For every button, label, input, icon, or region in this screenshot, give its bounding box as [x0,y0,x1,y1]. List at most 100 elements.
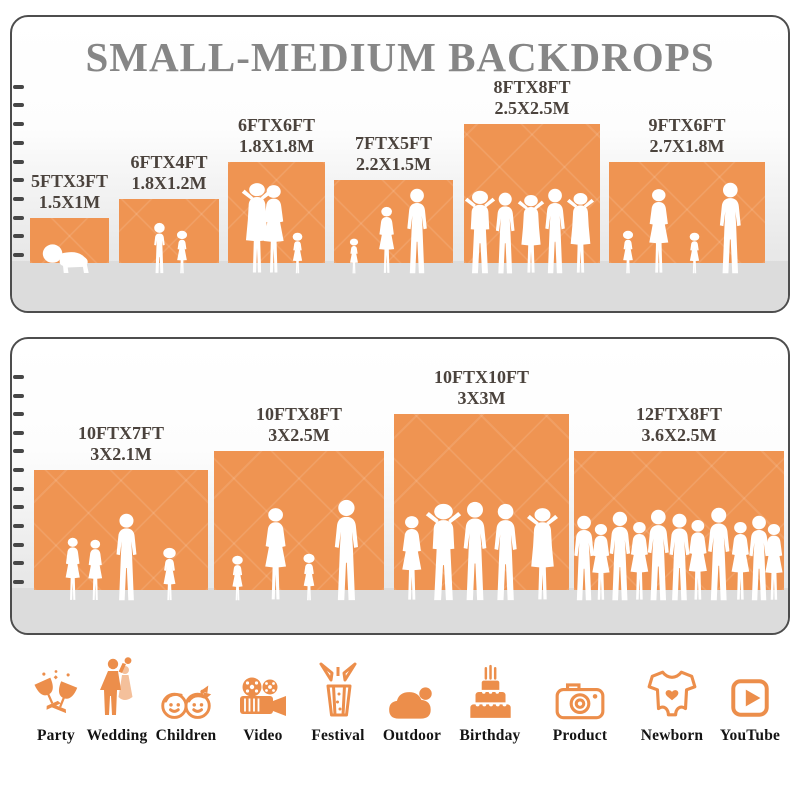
newborn-icon [645,650,699,722]
ruler-tick [13,159,24,164]
category-wedding: Wedding [67,650,167,745]
size-feet: 10FTX10FT [433,367,529,388]
backdrop-rectangle [394,414,569,590]
size-feet: 12FTX8FT [635,404,722,425]
ruler-tick [13,505,24,510]
panel-medium-large: 123456789101112 10FTX7FT3X2.1M10FTX8FT3X… [10,337,790,635]
size-feet: 5FTX3FT [30,170,108,191]
category-newborn: Newborn [622,650,722,745]
category-label: Outdoor [382,727,442,744]
ruler-tick [13,253,24,257]
panel-small-medium: SMALL-MEDIUM BACKDROPS 12345678910 5FTX3… [10,15,790,313]
backdrop-size-label: 7FTX5FT 2.2X1.5M [284,133,504,175]
backdrop-10ftx10ft: 10FTX10FT 3X3M [394,367,569,601]
backdrop-6ftx4ft: 6FTX4FT 1.8X1.2M [119,152,219,274]
category-label: Video [243,727,283,744]
backdrop-rectangle [119,198,219,263]
size-meters: 3.6X2.5M [641,425,717,446]
birthday-icon [464,650,516,722]
category-children: Children [136,650,236,745]
ruler-tick [13,140,24,145]
category-label: Newborn [640,727,704,744]
category-video: Video [213,650,313,745]
category-festival: Festival [288,650,388,745]
category-label: Festival [311,727,365,744]
ruler-tick [13,561,24,566]
backdrop-size-label: 10FTX10FT 3X3M [372,367,592,409]
category-outdoor: Outdoor [362,650,462,745]
backdrop-7ftx5ft: 7FTX5FT 2.2X1.5M [334,133,453,274]
size-meters: 1.5X1M [38,191,101,212]
size-feet: 9FTX6FT [648,114,726,135]
backdrop-rectangle [334,180,453,263]
category-label: Wedding [86,727,148,744]
category-product: Product [530,650,630,745]
ruler-tick [13,393,24,398]
ruler-tick [13,122,24,127]
ruler-tick [13,84,24,89]
category-youtube: YouTube [700,650,800,745]
category-label: Birthday [459,727,521,744]
backdrop-size-label: 6FTX4FT 1.8X1.2M [59,152,279,194]
category-row: Party Wedding Children Video Festival Ou… [0,650,800,760]
outdoor-icon [385,650,439,722]
size-feet: 10FTX7FT [77,423,164,444]
video-icon [235,650,291,722]
size-feet: 8FTX8FT [493,77,571,98]
wedding-icon [97,650,137,722]
backdrop-size-label: 10FTX7FT 3X2.1M [12,423,231,465]
ruler-tick [13,215,24,220]
backdrop-size-label: 10FTX8FT 3X2.5M [189,404,409,446]
ruler-tick [13,542,24,547]
size-feet: 6FTX6FT [237,114,315,135]
backdrop-size-label: 9FTX6FT 2.7X1.8M [577,114,788,157]
ruler-tick [13,412,24,417]
children-icon [155,650,217,722]
ruler-tick [13,103,24,108]
backdrop-6ftx6ft: 6FTX6FT 1.8X1.8M [228,115,325,274]
category-label: Children [155,727,217,744]
party-icon [30,650,82,722]
size-meters: 3X2.5M [268,425,330,446]
backdrop-rectangle [214,451,384,590]
backdrop-size-label: 8FTX8FT 2.5X2.5M [422,77,642,119]
ruler-tick [13,430,24,435]
ruler-tick [13,468,24,473]
size-meters: 2.7X1.8M [649,135,725,156]
ruler-tick [13,374,24,379]
backdrop-size-label: 6FTX6FT 1.8X1.8M [167,115,387,157]
size-meters: 3X3M [457,388,506,409]
size-meters: 2.5X2.5M [494,98,570,119]
page-title: SMALL-MEDIUM BACKDROPS [85,34,715,80]
size-meters: 3X2.1M [90,444,152,465]
backdrop-10ftx8ft: 10FTX8FT 3X2.5M [214,404,384,601]
youtube-icon [727,650,773,722]
backdrop-rectangle [574,451,784,590]
size-meters: 1.8X1.8M [239,135,314,156]
backdrop-rectangle [609,161,765,263]
size-feet: 7FTX5FT [354,133,432,154]
size-feet: 10FTX8FT [255,404,342,425]
ruler-tick [13,196,24,201]
backdrop-5ftx3ft: 5FTX3FT 1.5X1M [30,171,109,273]
backdrop-rectangle [228,161,325,263]
ruler-tick [13,178,24,183]
backdrop-size-label: 5FTX3FT 1.5X1M [12,170,180,213]
floor-strip [12,261,788,311]
backdrop-12ftx8ft: 12FTX8FT 3.6X2.5M [574,404,784,601]
category-label: Product [552,727,608,744]
backdrop-size-label: 12FTX8FT 3.6X2.5M [569,404,788,446]
ruler-tick [13,234,24,239]
backdrop-10ftx7ft: 10FTX7FT 3X2.1M [34,423,208,601]
product-icon [553,650,607,722]
ruler-tick [13,580,24,584]
ruler-tick [13,449,24,454]
size-meters: 1.8X1.2M [131,172,207,193]
floor-strip [12,588,788,633]
ruler-tick [13,486,24,491]
size-meters: 2.2X1.5M [356,154,431,175]
category-party: Party [6,650,106,745]
category-label: YouTube [719,727,781,744]
size-feet: 6FTX4FT [130,151,208,172]
